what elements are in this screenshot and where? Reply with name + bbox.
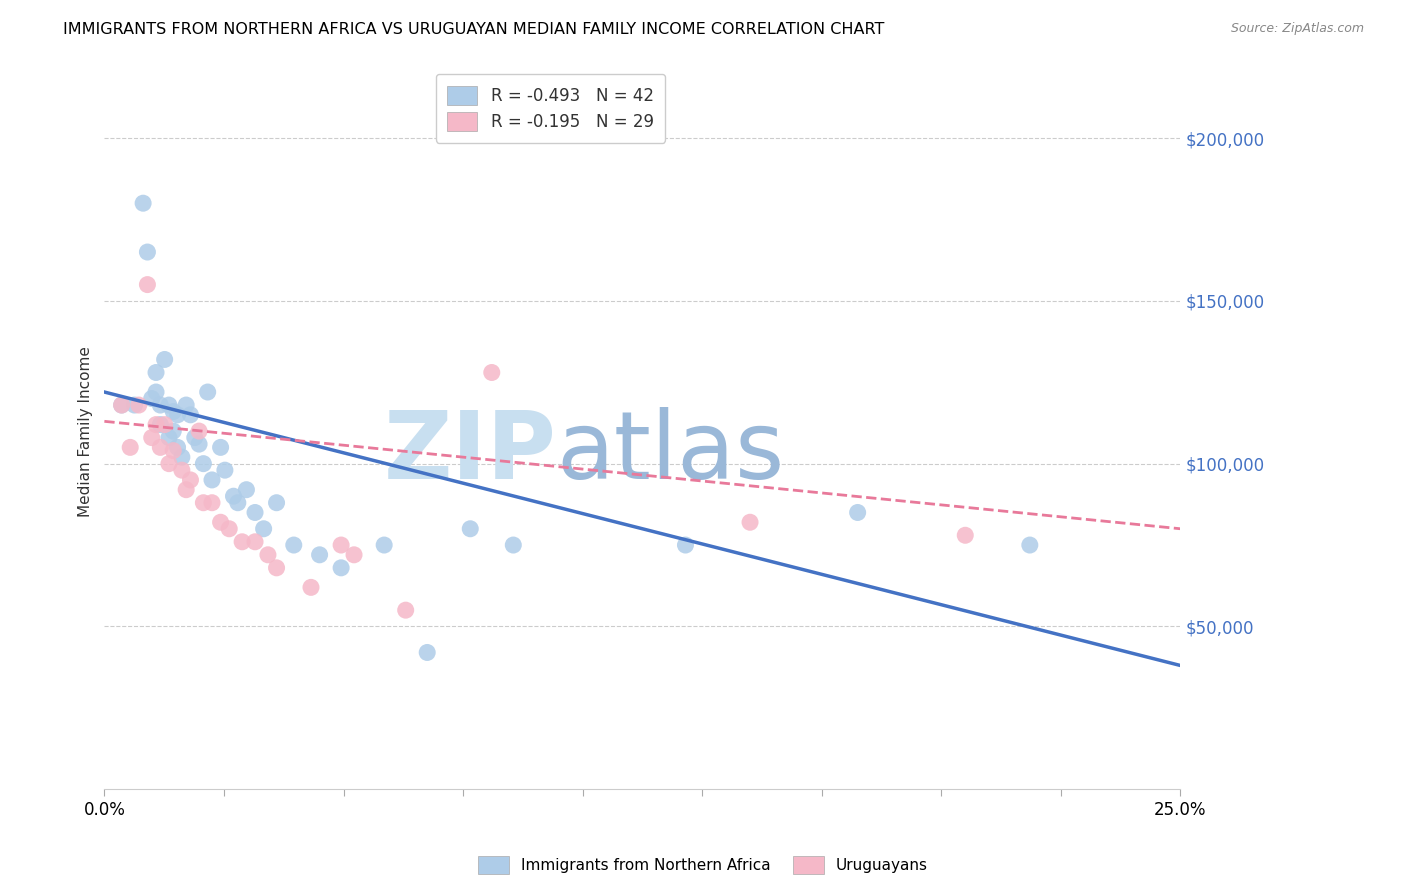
Point [141, 392, 163, 406]
Text: atlas: atlas [557, 407, 785, 499]
Point [145, 417, 167, 432]
Point [235, 483, 257, 497]
Point [188, 424, 211, 438]
Point [145, 366, 167, 380]
Point [162, 404, 184, 418]
Text: Source: ZipAtlas.com: Source: ZipAtlas.com [1230, 22, 1364, 36]
Point [481, 366, 503, 380]
Legend: Immigrants from Northern Africa, Uruguayans: Immigrants from Northern Africa, Uruguay… [472, 850, 934, 880]
Point [141, 431, 163, 445]
Point [846, 506, 869, 520]
Point [136, 277, 159, 292]
Point [149, 398, 172, 412]
Point [675, 538, 697, 552]
Point [201, 496, 224, 510]
Point [128, 398, 150, 412]
Point [153, 352, 176, 367]
Point [170, 450, 193, 464]
Point [120, 441, 142, 455]
Point [955, 528, 977, 542]
Point [174, 398, 197, 412]
Point [162, 424, 184, 438]
Legend: R = -0.493   N = 42, R = -0.195   N = 29: R = -0.493 N = 42, R = -0.195 N = 29 [436, 74, 665, 143]
Point [253, 522, 276, 536]
Text: IMMIGRANTS FROM NORTHERN AFRICA VS URUGUAYAN MEDIAN FAMILY INCOME CORRELATION CH: IMMIGRANTS FROM NORTHERN AFRICA VS URUGU… [63, 22, 884, 37]
Point [197, 384, 219, 399]
Point [157, 398, 180, 412]
Point [193, 496, 215, 510]
Point [395, 603, 418, 617]
Point [110, 398, 132, 412]
Point [231, 534, 253, 549]
Point [416, 645, 439, 659]
Point [145, 384, 167, 399]
Point [201, 473, 224, 487]
Point [136, 245, 159, 260]
Point [149, 417, 172, 432]
Point [502, 538, 524, 552]
Point [738, 515, 761, 529]
Point [243, 506, 266, 520]
Point [343, 548, 366, 562]
Point [1018, 538, 1040, 552]
Point [266, 496, 288, 510]
Point [257, 548, 280, 562]
Point [222, 489, 245, 503]
Point [179, 473, 201, 487]
Point [162, 443, 184, 458]
Point [153, 417, 176, 432]
Point [170, 463, 193, 477]
Point [308, 548, 330, 562]
Point [330, 538, 353, 552]
Text: ZIP: ZIP [384, 407, 557, 499]
Point [132, 196, 155, 211]
Point [214, 463, 236, 477]
Point [188, 437, 211, 451]
Point [458, 522, 481, 536]
Point [184, 431, 207, 445]
Point [110, 398, 132, 412]
Point [283, 538, 305, 552]
Point [149, 441, 172, 455]
Point [179, 408, 201, 422]
Point [166, 408, 188, 422]
Point [157, 431, 180, 445]
Point [299, 580, 322, 594]
Point [243, 534, 266, 549]
Point [373, 538, 395, 552]
Point [124, 398, 146, 412]
Point [330, 561, 353, 575]
Point [218, 522, 240, 536]
Y-axis label: Median Family Income: Median Family Income [79, 346, 93, 516]
Point [174, 483, 197, 497]
Point [226, 496, 249, 510]
Point [193, 457, 215, 471]
Point [157, 457, 180, 471]
Point [266, 561, 288, 575]
Point [209, 441, 232, 455]
Point [209, 515, 232, 529]
Point [166, 441, 188, 455]
